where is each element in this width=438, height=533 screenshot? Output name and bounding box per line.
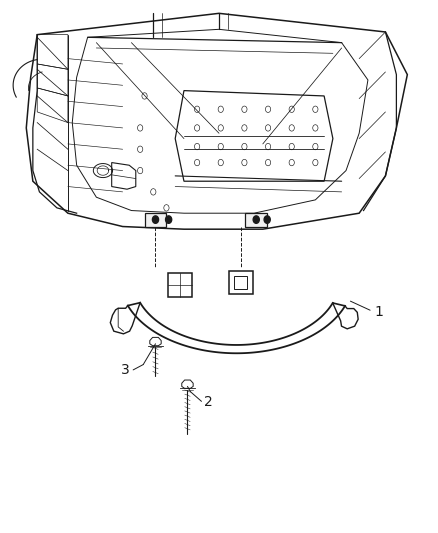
Polygon shape [145,213,166,227]
Circle shape [264,216,270,223]
Polygon shape [245,213,267,227]
Circle shape [152,216,159,223]
Text: 3: 3 [120,364,129,377]
FancyBboxPatch shape [167,273,192,297]
Circle shape [253,216,259,223]
Polygon shape [182,380,193,389]
Circle shape [166,216,172,223]
FancyBboxPatch shape [229,271,253,294]
FancyBboxPatch shape [234,276,247,289]
Text: 1: 1 [374,305,383,319]
Text: 2: 2 [204,395,212,409]
Polygon shape [150,337,161,346]
